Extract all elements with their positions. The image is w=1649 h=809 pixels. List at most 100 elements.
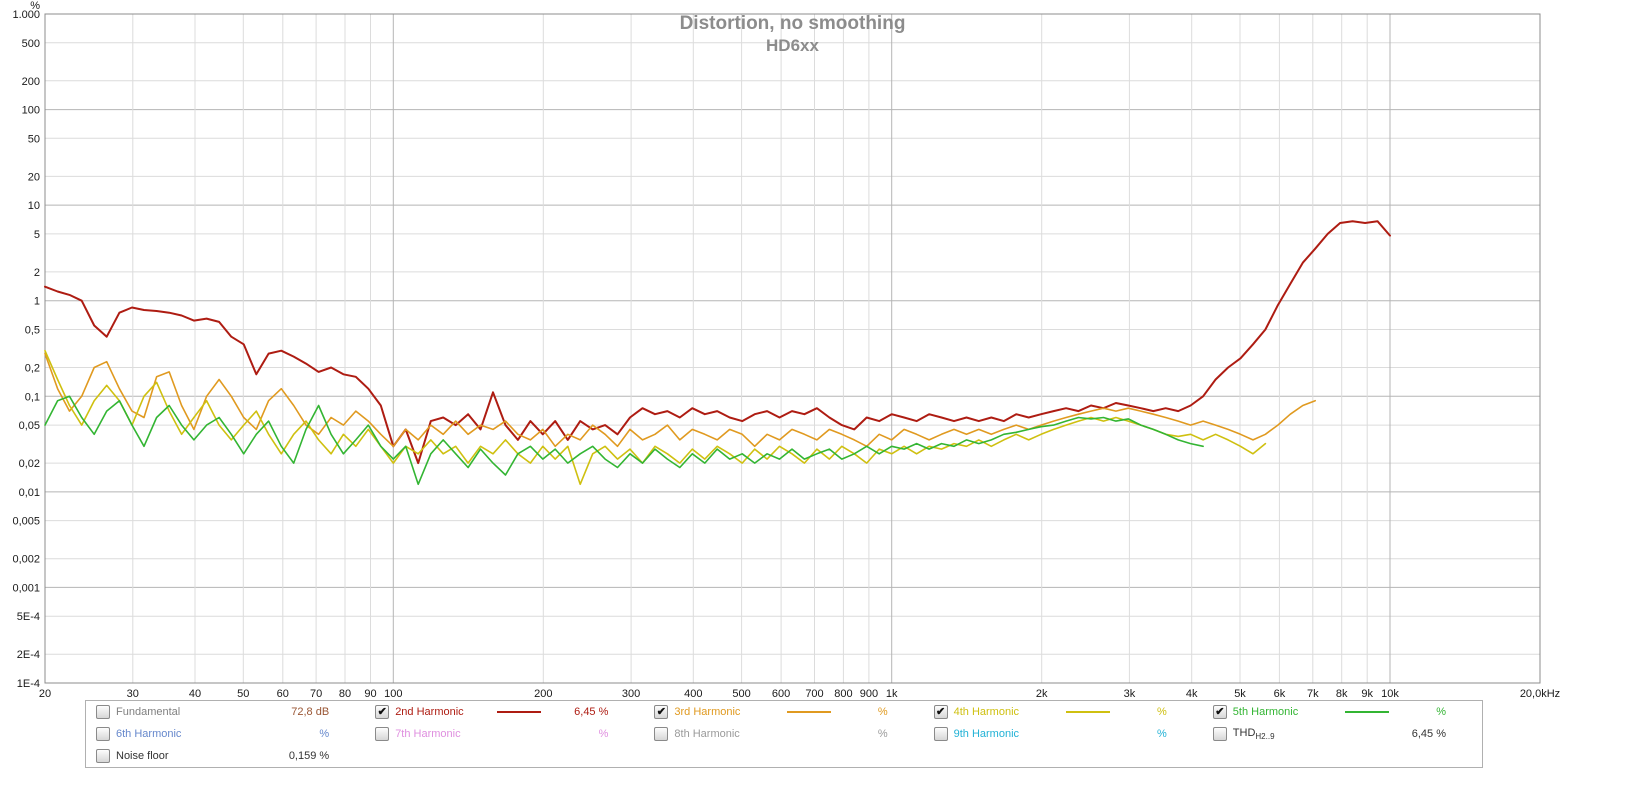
checkbox-4th-harmonic[interactable]: ✔ (933, 705, 948, 719)
checkbox-2nd-harmonic[interactable]: ✔ (375, 705, 390, 719)
checkbox-6th-harmonic[interactable] (96, 727, 110, 741)
svg-text:70: 70 (310, 688, 322, 700)
legend-value-5th-harmonic: % (1436, 706, 1446, 718)
svg-text:2: 2 (34, 267, 40, 279)
svg-text:6k: 6k (1274, 688, 1286, 700)
svg-text:80: 80 (339, 688, 351, 700)
legend-empty-cell (1203, 745, 1482, 767)
legend-label-4th-harmonic: 4th Harmonic (953, 706, 1020, 718)
legend-item-9th-harmonic: 9th Harmonic% (924, 723, 1203, 745)
svg-text:0,005: 0,005 (12, 516, 40, 528)
svg-text:100: 100 (384, 688, 402, 700)
legend-value-2nd-harmonic: 6,45 % (574, 706, 609, 718)
svg-text:1k: 1k (886, 688, 898, 700)
svg-text:0,001: 0,001 (12, 582, 40, 594)
svg-text:3k: 3k (1124, 688, 1136, 700)
svg-text:5k: 5k (1234, 688, 1246, 700)
checkbox-3rd-harmonic[interactable]: ✔ (654, 705, 669, 719)
svg-text:30: 30 (127, 688, 139, 700)
svg-text:20: 20 (39, 688, 51, 700)
legend-label-noise-floor: Noise floor (116, 750, 169, 762)
legend-swatch-4th-harmonic (1066, 711, 1111, 713)
checkbox-5th-harmonic[interactable]: ✔ (1212, 705, 1227, 719)
legend-empty-cell (644, 745, 923, 767)
svg-text:10k: 10k (1381, 688, 1399, 700)
svg-text:2k: 2k (1036, 688, 1048, 700)
checkbox-noise-floor[interactable] (96, 749, 110, 763)
legend-label-6th-harmonic: 6th Harmonic (116, 728, 182, 740)
svg-text:50: 50 (237, 688, 249, 700)
legend-item-4th-harmonic: ✔ 4th Harmonic% (924, 701, 1203, 723)
legend-label-8th-harmonic: 8th Harmonic (674, 728, 740, 740)
svg-text:50: 50 (28, 133, 40, 145)
svg-text:90: 90 (364, 688, 376, 700)
legend-item-6th-harmonic: 6th Harmonic% (86, 723, 365, 745)
legend-label-fundamental: Fundamental (116, 706, 181, 718)
legend-value-4th-harmonic: % (1157, 706, 1167, 718)
checkbox-thd[interactable] (1212, 727, 1227, 741)
legend-value-noise-floor: 0,159 % (288, 750, 330, 762)
svg-text:400: 400 (684, 688, 702, 700)
legend: Fundamental 72,8 dB ✔ 2nd Harmonic 6,45 % ✔ 3r… (85, 700, 1483, 768)
legend-label-5th-harmonic: 5th Harmonic (1232, 706, 1299, 718)
svg-text:0,01: 0,01 (19, 487, 40, 499)
svg-text:500: 500 (732, 688, 750, 700)
legend-label-3rd-harmonic: 3rd Harmonic (674, 706, 741, 718)
svg-text:5E-4: 5E-4 (17, 611, 40, 623)
svg-text:1E-4: 1E-4 (17, 678, 40, 690)
svg-text:300: 300 (622, 688, 640, 700)
svg-text:0,2: 0,2 (25, 363, 40, 375)
svg-text:0,02: 0,02 (19, 458, 40, 470)
svg-text:500: 500 (22, 38, 40, 50)
svg-text:%: % (30, 0, 40, 12)
svg-text:40: 40 (189, 688, 201, 700)
legend-label-9th-harmonic: 9th Harmonic (953, 728, 1020, 740)
svg-text:8k: 8k (1336, 688, 1348, 700)
legend-label-7th-harmonic: 7th Harmonic (395, 728, 461, 740)
svg-text:900: 900 (860, 688, 878, 700)
legend-value-6th-harmonic: % (319, 728, 330, 740)
legend-item-thd: THDH2..9 6,45 % (1203, 723, 1482, 745)
svg-text:4k: 4k (1186, 688, 1198, 700)
svg-text:1: 1 (34, 296, 40, 308)
svg-text:0,002: 0,002 (12, 554, 40, 566)
legend-item-7th-harmonic: 7th Harmonic% (365, 723, 644, 745)
legend-value-7th-harmonic: % (598, 728, 609, 740)
legend-item-8th-harmonic: 8th Harmonic% (644, 723, 923, 745)
legend-value-fundamental: 72,8 dB (291, 706, 330, 718)
svg-text:20: 20 (28, 171, 40, 183)
svg-text:0,5: 0,5 (25, 325, 40, 337)
svg-text:1.000: 1.000 (12, 9, 40, 21)
legend-value-thd: 6,45 % (1411, 728, 1446, 740)
svg-text:200: 200 (534, 688, 552, 700)
legend-swatch-3rd-harmonic (787, 711, 832, 713)
legend-value-3rd-harmonic: % (877, 706, 888, 718)
svg-text:800: 800 (834, 688, 852, 700)
legend-item-noise-floor: Noise floor 0,159 % (86, 745, 365, 767)
checkbox-7th-harmonic[interactable] (375, 727, 390, 741)
svg-text:0,05: 0,05 (19, 420, 40, 432)
legend-empty-cell (924, 745, 1203, 767)
legend-item-fundamental: Fundamental 72,8 dB (86, 701, 365, 723)
checkbox-fundamental[interactable] (96, 705, 110, 719)
checkbox-8th-harmonic[interactable] (654, 727, 669, 741)
svg-text:2E-4: 2E-4 (17, 649, 40, 661)
legend-label-2nd-harmonic: 2nd Harmonic (395, 706, 464, 718)
legend-value-9th-harmonic: % (1157, 728, 1167, 740)
svg-text:7k: 7k (1307, 688, 1319, 700)
legend-swatch-5th-harmonic (1345, 711, 1390, 713)
legend-item-3rd-harmonic: ✔ 3rd Harmonic% (644, 701, 923, 723)
svg-text:20,0kHz: 20,0kHz (1520, 688, 1560, 700)
legend-label-thd: THDH2..9 (1232, 726, 1275, 742)
svg-text:5: 5 (34, 229, 40, 241)
legend-empty-cell (365, 745, 644, 767)
svg-text:600: 600 (772, 688, 790, 700)
checkbox-9th-harmonic[interactable] (933, 727, 948, 741)
svg-text:700: 700 (805, 688, 823, 700)
svg-text:200: 200 (22, 76, 40, 88)
legend-item-5th-harmonic: ✔ 5th Harmonic% (1203, 701, 1482, 723)
svg-text:10: 10 (28, 200, 40, 212)
legend-swatch-2nd-harmonic (496, 711, 541, 713)
svg-text:9k: 9k (1361, 688, 1373, 700)
